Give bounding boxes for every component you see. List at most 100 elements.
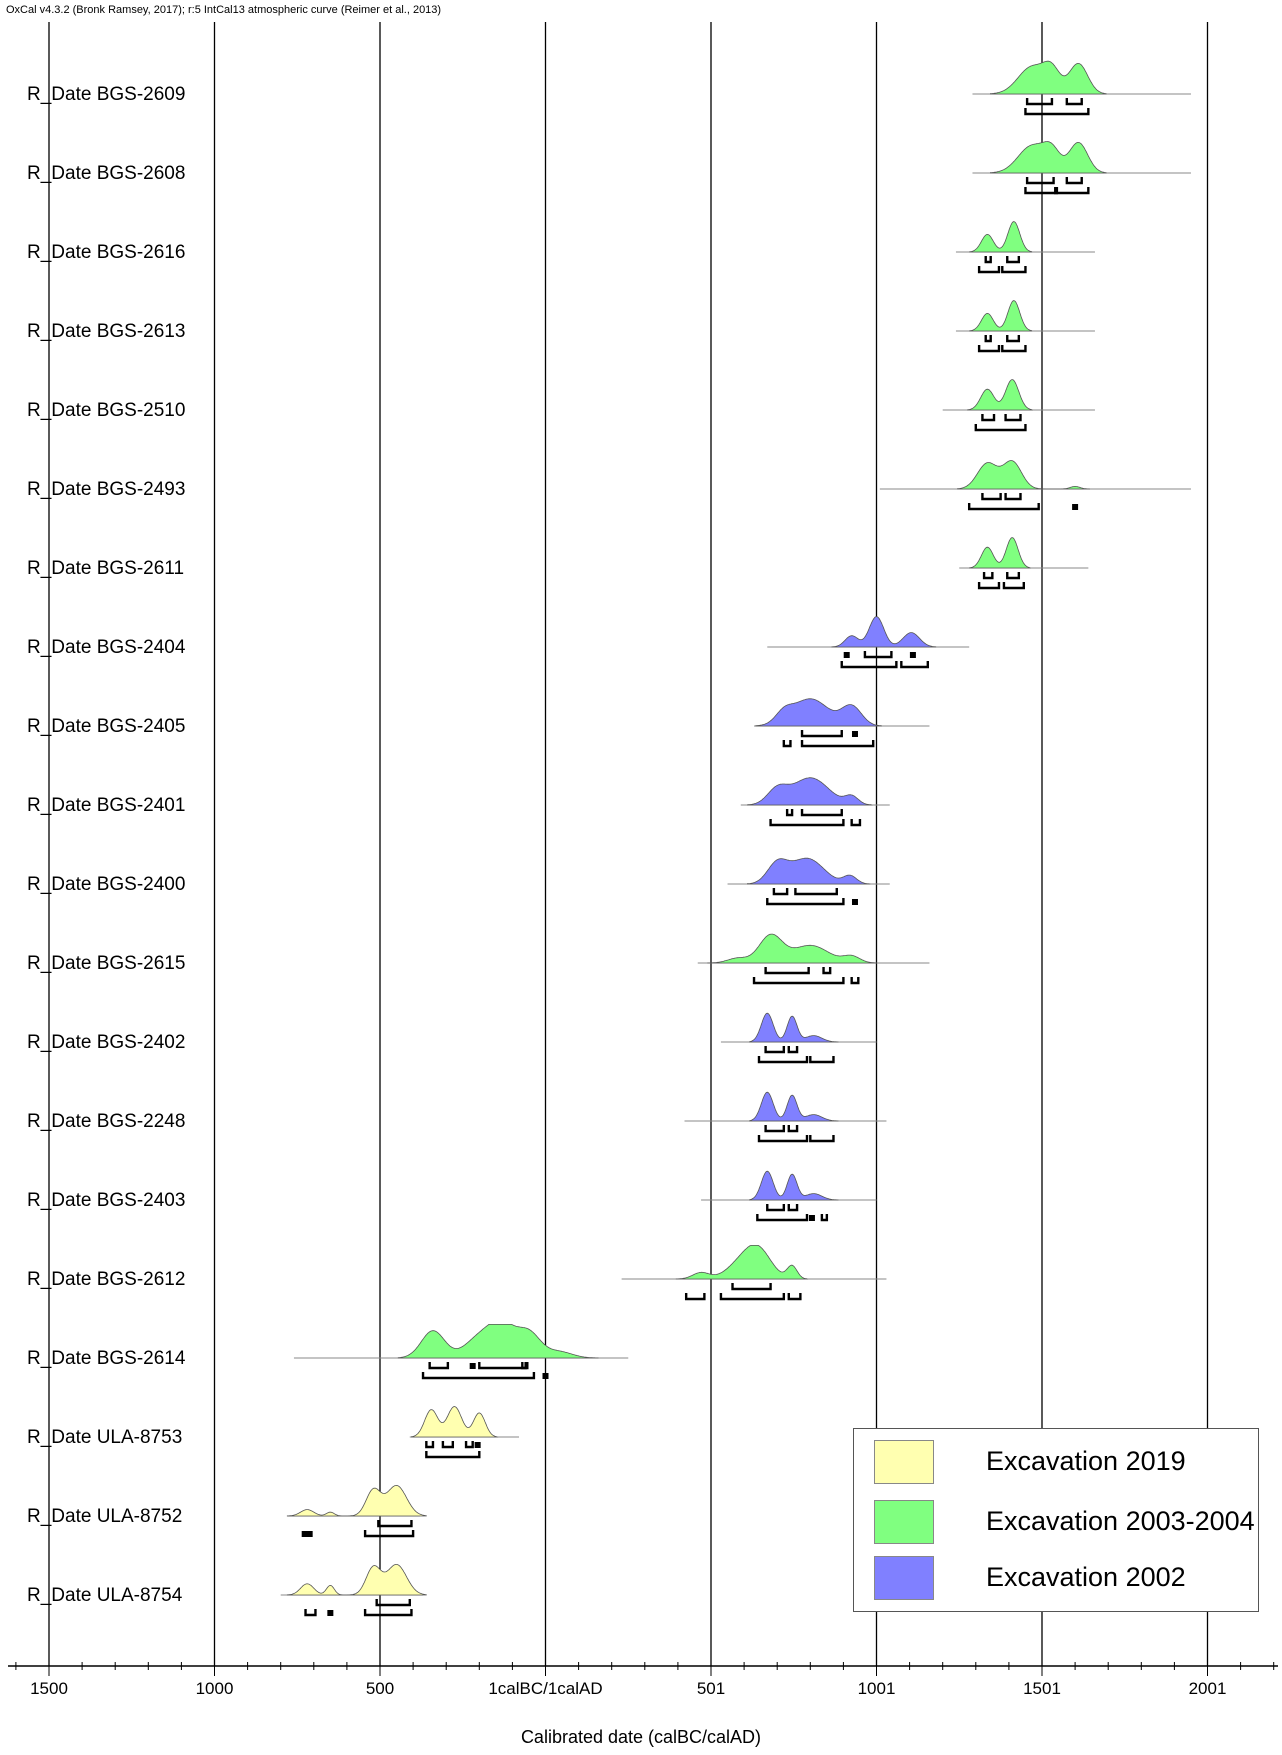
probability-distribution (969, 300, 1033, 332)
row-label: R_Date BGS-2248 (27, 1111, 185, 1132)
x-tick-label: 501 (697, 1679, 725, 1698)
sigma2-range (719, 1293, 786, 1301)
sigma2-range (900, 661, 930, 669)
sigma2-range (425, 1451, 481, 1459)
row-label: R_Date ULA-8753 (27, 1427, 182, 1448)
sigma1-range (772, 888, 789, 896)
legend-swatch-2019 (874, 1440, 934, 1484)
sigma1-range (787, 1125, 799, 1133)
probability-distribution (831, 616, 937, 648)
sigma1-range (521, 1362, 529, 1370)
sigma2-range (766, 898, 845, 906)
sigma2-range (752, 977, 845, 985)
sigma1-range (800, 809, 843, 817)
x-axis-title: Calibrated date (calBC/calAD) (520, 1727, 762, 1747)
row-label: R_Date BGS-2404 (27, 637, 186, 658)
probability-distribution (397, 1324, 599, 1359)
probability-distribution (969, 221, 1033, 253)
row-label: R_Date ULA-8754 (27, 1585, 183, 1606)
sigma1-range (863, 651, 893, 659)
row-label: R_Date BGS-2401 (27, 795, 185, 816)
sigma2-range (851, 899, 858, 905)
probability-distribution (675, 1245, 809, 1280)
sigma2-range (800, 740, 875, 748)
probability-distribution (286, 1564, 427, 1596)
sigma2-range (757, 1135, 809, 1143)
row-label: R_Date BGS-2609 (27, 84, 185, 105)
row-label: R_Date BGS-2613 (27, 321, 185, 342)
sigma1-range (787, 1046, 799, 1054)
sigma2-range (1002, 582, 1025, 590)
sigma1-range (441, 1441, 455, 1449)
probability-distribution (755, 698, 882, 727)
sigma1-range (794, 888, 838, 896)
sigma1-range (787, 1204, 799, 1212)
x-tick-label: 1000 (196, 1679, 234, 1698)
row-label: R_Date BGS-2402 (27, 1032, 185, 1053)
sigma1-range (1006, 256, 1021, 264)
sigma2-range (808, 1215, 815, 1221)
sigma1-range (428, 1362, 450, 1370)
probability-distribution (990, 141, 1107, 174)
probability-distribution (969, 537, 1031, 569)
sigma1-range (1004, 493, 1022, 501)
sigma2-range (977, 582, 1001, 590)
sigma2-range (769, 819, 845, 827)
legend-label-2019: Excavation 2019 (986, 1446, 1186, 1476)
probability-distribution (749, 1091, 839, 1122)
sigma1-range (1006, 572, 1021, 580)
sigma2-range (1001, 266, 1027, 274)
legend-label-2003-2004: Excavation 2003-2004 (986, 1506, 1255, 1536)
row-label: R_Date BGS-2405 (27, 716, 185, 737)
sigma2-range (850, 819, 862, 827)
sigma2-range (363, 1609, 413, 1617)
sigma2-range (1054, 187, 1090, 195)
sigma2-range (757, 1056, 809, 1064)
sigma1-range (474, 1442, 481, 1448)
sigma2-range (809, 1135, 835, 1143)
sigma1-range (843, 652, 850, 658)
row-label: R_Date BGS-2611 (27, 558, 184, 579)
sigma2-range (850, 977, 860, 985)
sigma1-range (375, 1599, 411, 1607)
sigma2-range (1072, 504, 1079, 510)
sigma1-range (1006, 335, 1021, 343)
sigma2-range (306, 1531, 313, 1537)
row-label: R_Date BGS-2400 (27, 874, 185, 895)
sigma1-range (425, 1441, 435, 1449)
sigma1-range (981, 414, 996, 422)
row-label: R_Date BGS-2615 (27, 953, 185, 974)
chart-header: OxCal v4.3.2 (Bronk Ramsey, 2017); r:5 I… (6, 4, 442, 16)
sigma1-range (764, 967, 810, 975)
x-tick-label: 1calBC/1calAD (488, 1679, 602, 1698)
sigma2-range (974, 424, 1027, 432)
x-tick-label: 2001 (1189, 1679, 1227, 1698)
sigma1-range (1065, 177, 1083, 185)
sigma1-range (800, 730, 843, 738)
sigma1-range (469, 1363, 476, 1369)
sigma2-range (967, 503, 1040, 511)
sigma1-range (766, 1204, 786, 1212)
sigma2-range (977, 266, 1001, 274)
sigma1-range (464, 1441, 474, 1449)
legend-swatch-2002 (874, 1556, 934, 1600)
legend-swatch-2003-2004 (874, 1500, 934, 1544)
sigma2-range (327, 1610, 334, 1616)
sigma2-range (542, 1373, 549, 1379)
probability-distribution (967, 379, 1034, 411)
probability-distribution (957, 460, 1090, 490)
legend-label-2002: Excavation 2002 (986, 1562, 1186, 1592)
sigma1-range (1004, 414, 1022, 422)
sigma1-range (1065, 98, 1083, 106)
sigma2-range (787, 1293, 802, 1301)
sigma2-range (1024, 187, 1059, 195)
sigma2-range (782, 740, 792, 748)
sigma1-range (982, 572, 994, 580)
sigma1-range (764, 1046, 786, 1054)
sigma1-range (822, 967, 832, 975)
probability-distribution (707, 933, 877, 964)
row-label: R_Date BGS-2616 (27, 242, 185, 263)
sigma1-range (909, 652, 916, 658)
probability-distribution (411, 1406, 499, 1438)
